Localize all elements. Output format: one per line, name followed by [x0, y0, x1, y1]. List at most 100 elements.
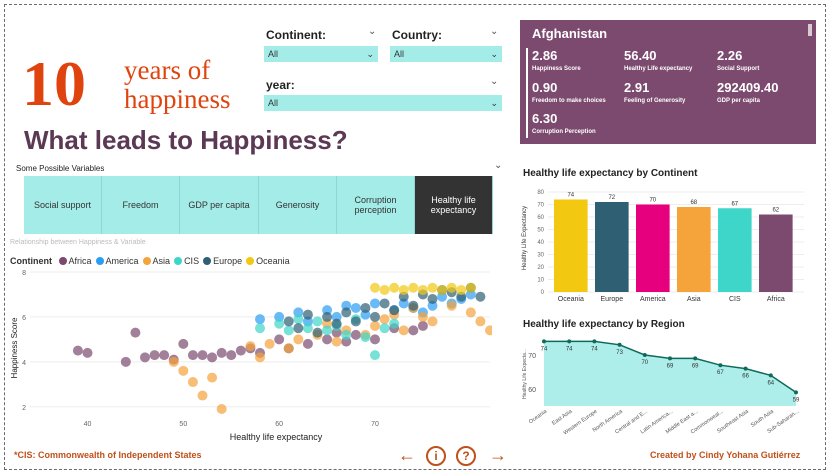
scatter-point[interactable]: [398, 325, 409, 336]
scatter-point[interactable]: [341, 329, 352, 340]
area-point[interactable]: [794, 390, 798, 395]
area-point[interactable]: [592, 339, 597, 344]
scatter-point[interactable]: [427, 282, 438, 293]
scatter-point[interactable]: [350, 316, 361, 327]
area-point[interactable]: [617, 342, 622, 347]
scatter-point[interactable]: [322, 325, 333, 336]
scatter-point[interactable]: [370, 350, 380, 361]
scatter-point[interactable]: [216, 404, 227, 415]
bar[interactable]: [759, 214, 793, 293]
scatter-point[interactable]: [197, 390, 208, 401]
scatter-point[interactable]: [283, 325, 294, 336]
variable-button-freedom[interactable]: Freedom: [102, 176, 180, 234]
scatter-point[interactable]: [408, 300, 419, 311]
scatter-point[interactable]: [226, 350, 237, 361]
scatter-point[interactable]: [255, 314, 265, 325]
area-point[interactable]: [718, 363, 723, 368]
scatter-point[interactable]: [322, 334, 333, 345]
area-point[interactable]: [642, 353, 647, 357]
variable-button-generosity[interactable]: Generosity: [259, 176, 337, 234]
scatter-point[interactable]: [312, 327, 323, 338]
scatter-point[interactable]: [293, 323, 304, 334]
scatter-point[interactable]: [485, 325, 492, 336]
scatter-point[interactable]: [245, 341, 256, 352]
scatter-point[interactable]: [408, 282, 419, 293]
bar[interactable]: [636, 204, 670, 293]
scatter-point[interactable]: [197, 350, 208, 361]
bar[interactable]: [677, 207, 711, 292]
scatter-point[interactable]: [82, 347, 93, 358]
scatter-point[interactable]: [331, 318, 342, 329]
variable-button-healthy-life[interactable]: Healthy life expectancy: [415, 176, 493, 234]
scatter-point[interactable]: [389, 282, 400, 293]
scatter-point[interactable]: [283, 316, 294, 327]
legend-item[interactable]: Europe: [203, 256, 242, 266]
scatter-point[interactable]: [389, 305, 400, 316]
scatter-point[interactable]: [379, 284, 390, 295]
scrollbar[interactable]: [808, 24, 812, 36]
scatter-point[interactable]: [379, 298, 390, 309]
country-select[interactable]: All ⌄: [390, 46, 502, 62]
scatter-point[interactable]: [465, 282, 476, 293]
scatter-point[interactable]: [207, 372, 218, 383]
scatter-point[interactable]: [379, 314, 390, 325]
scatter-point[interactable]: [456, 284, 467, 295]
scatter-point[interactable]: [370, 334, 380, 345]
scatter-point[interactable]: [417, 284, 428, 295]
bar[interactable]: [595, 202, 629, 292]
scatter-point[interactable]: [274, 334, 285, 345]
scatter-point[interactable]: [341, 307, 352, 318]
scatter-point[interactable]: [302, 309, 313, 320]
variable-button-gdp[interactable]: GDP per capita: [180, 176, 259, 234]
scatter-point[interactable]: [178, 338, 189, 349]
chevron-down-icon[interactable]: ⌄: [490, 76, 499, 87]
scatter-point[interactable]: [187, 377, 198, 388]
chevron-down-icon[interactable]: ⌄: [490, 26, 499, 37]
scatter-point[interactable]: [159, 350, 170, 361]
legend-item[interactable]: Africa: [58, 256, 92, 266]
scatter-point[interactable]: [72, 345, 83, 356]
scatter-point[interactable]: [427, 316, 438, 327]
help-button[interactable]: ?: [455, 445, 477, 467]
next-arrow-icon[interactable]: →: [489, 444, 507, 465]
scatter-point[interactable]: [264, 338, 275, 349]
scatter-point[interactable]: [417, 311, 428, 322]
scatter-point[interactable]: [168, 356, 179, 367]
scatter-point[interactable]: [350, 302, 361, 313]
scatter-point[interactable]: [475, 316, 486, 327]
bar[interactable]: [554, 199, 588, 293]
area-point[interactable]: [542, 339, 546, 344]
scatter-point[interactable]: [302, 323, 313, 334]
scatter-point[interactable]: [216, 347, 227, 358]
scatter-point[interactable]: [398, 284, 409, 295]
scatter-point[interactable]: [331, 336, 342, 347]
scatter-point[interactable]: [130, 327, 141, 338]
scatter-point[interactable]: [235, 345, 246, 356]
scatter-point[interactable]: [140, 352, 150, 363]
scatter-point[interactable]: [465, 307, 476, 318]
scatter-point[interactable]: [293, 314, 304, 325]
scatter-point[interactable]: [379, 323, 390, 334]
scatter-point[interactable]: [446, 282, 457, 293]
legend-item[interactable]: CIS: [174, 256, 199, 266]
scatter-point[interactable]: [293, 334, 304, 345]
scatter-point[interactable]: [427, 293, 438, 304]
scatter-point[interactable]: [360, 332, 371, 343]
scatter-point[interactable]: [389, 318, 400, 329]
back-arrow-icon[interactable]: ←: [398, 444, 416, 465]
area-point[interactable]: [768, 373, 773, 378]
scatter-point[interactable]: [255, 323, 265, 334]
bar[interactable]: [718, 208, 752, 292]
scatter-point[interactable]: [149, 350, 160, 361]
scatter-point[interactable]: [417, 320, 428, 331]
area-point[interactable]: [567, 339, 572, 344]
legend-item[interactable]: Oceania: [246, 256, 290, 266]
scatter-point[interactable]: [187, 350, 198, 361]
info-button[interactable]: i: [425, 445, 447, 467]
area-point[interactable]: [668, 356, 672, 361]
scatter-point[interactable]: [370, 282, 380, 293]
scatter-point[interactable]: [475, 291, 486, 302]
continent-select[interactable]: All ⌄: [264, 46, 378, 62]
scatter-point[interactable]: [360, 302, 371, 313]
variable-button-social-support[interactable]: Social support: [24, 176, 102, 234]
